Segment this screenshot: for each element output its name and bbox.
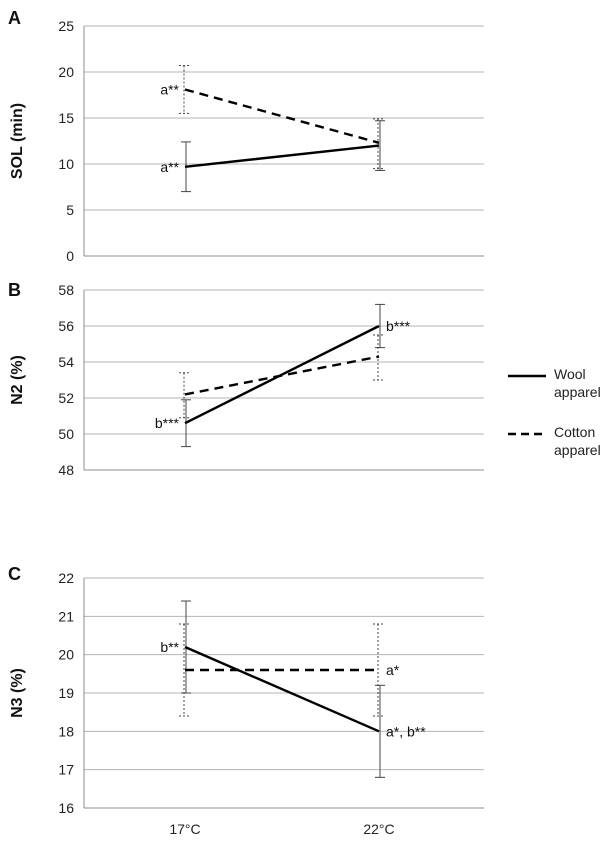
series-line-cotton: [184, 88, 380, 144]
y-axis-label-0: SOL (min): [9, 103, 26, 179]
y-tick-label: 22: [58, 570, 74, 586]
x-tick-label: 17°C: [169, 821, 200, 837]
legend-label: Wool: [554, 366, 586, 382]
y-tick-label: 18: [58, 723, 74, 739]
y-tick-label: 16: [58, 800, 74, 816]
y-tick-label: 0: [66, 248, 74, 264]
significance-label: a*, b**: [386, 723, 426, 739]
series-line-cotton: [184, 355, 380, 396]
y-tick-label: 58: [58, 282, 74, 298]
legend-label: apparel: [554, 384, 601, 400]
significance-label: b***: [155, 415, 180, 431]
y-tick-label: 50: [58, 426, 74, 442]
panel-letter-a: A: [8, 8, 21, 28]
legend-label: apparel: [554, 442, 601, 458]
significance-label: a**: [160, 81, 179, 97]
panel-letter-c: C: [8, 564, 21, 584]
y-tick-label: 10: [58, 156, 74, 172]
y-tick-label: 52: [58, 390, 74, 406]
series-line-wool: [184, 144, 380, 168]
y-tick-label: 48: [58, 462, 74, 478]
significance-label: a*: [386, 662, 400, 678]
y-tick-label: 21: [58, 608, 74, 624]
legend-label: Cotton: [554, 424, 595, 440]
significance-label: a**: [160, 159, 179, 175]
y-axis-label-2: N3 (%): [9, 668, 26, 718]
y-tick-label: 5: [66, 202, 74, 218]
y-axis-label-1: N2 (%): [9, 355, 26, 405]
significance-label: b**: [160, 639, 179, 655]
y-tick-label: 25: [58, 18, 74, 34]
panel-letter-b: B: [8, 280, 21, 300]
significance-label: b***: [386, 318, 411, 334]
y-tick-label: 54: [58, 354, 74, 370]
series-line-wool: [184, 645, 380, 733]
y-tick-label: 17: [58, 762, 74, 778]
y-tick-label: 20: [58, 64, 74, 80]
y-tick-label: 20: [58, 647, 74, 663]
y-tick-label: 19: [58, 685, 74, 701]
x-tick-label: 22°C: [363, 821, 394, 837]
y-tick-label: 56: [58, 318, 74, 334]
y-tick-label: 15: [58, 110, 74, 126]
